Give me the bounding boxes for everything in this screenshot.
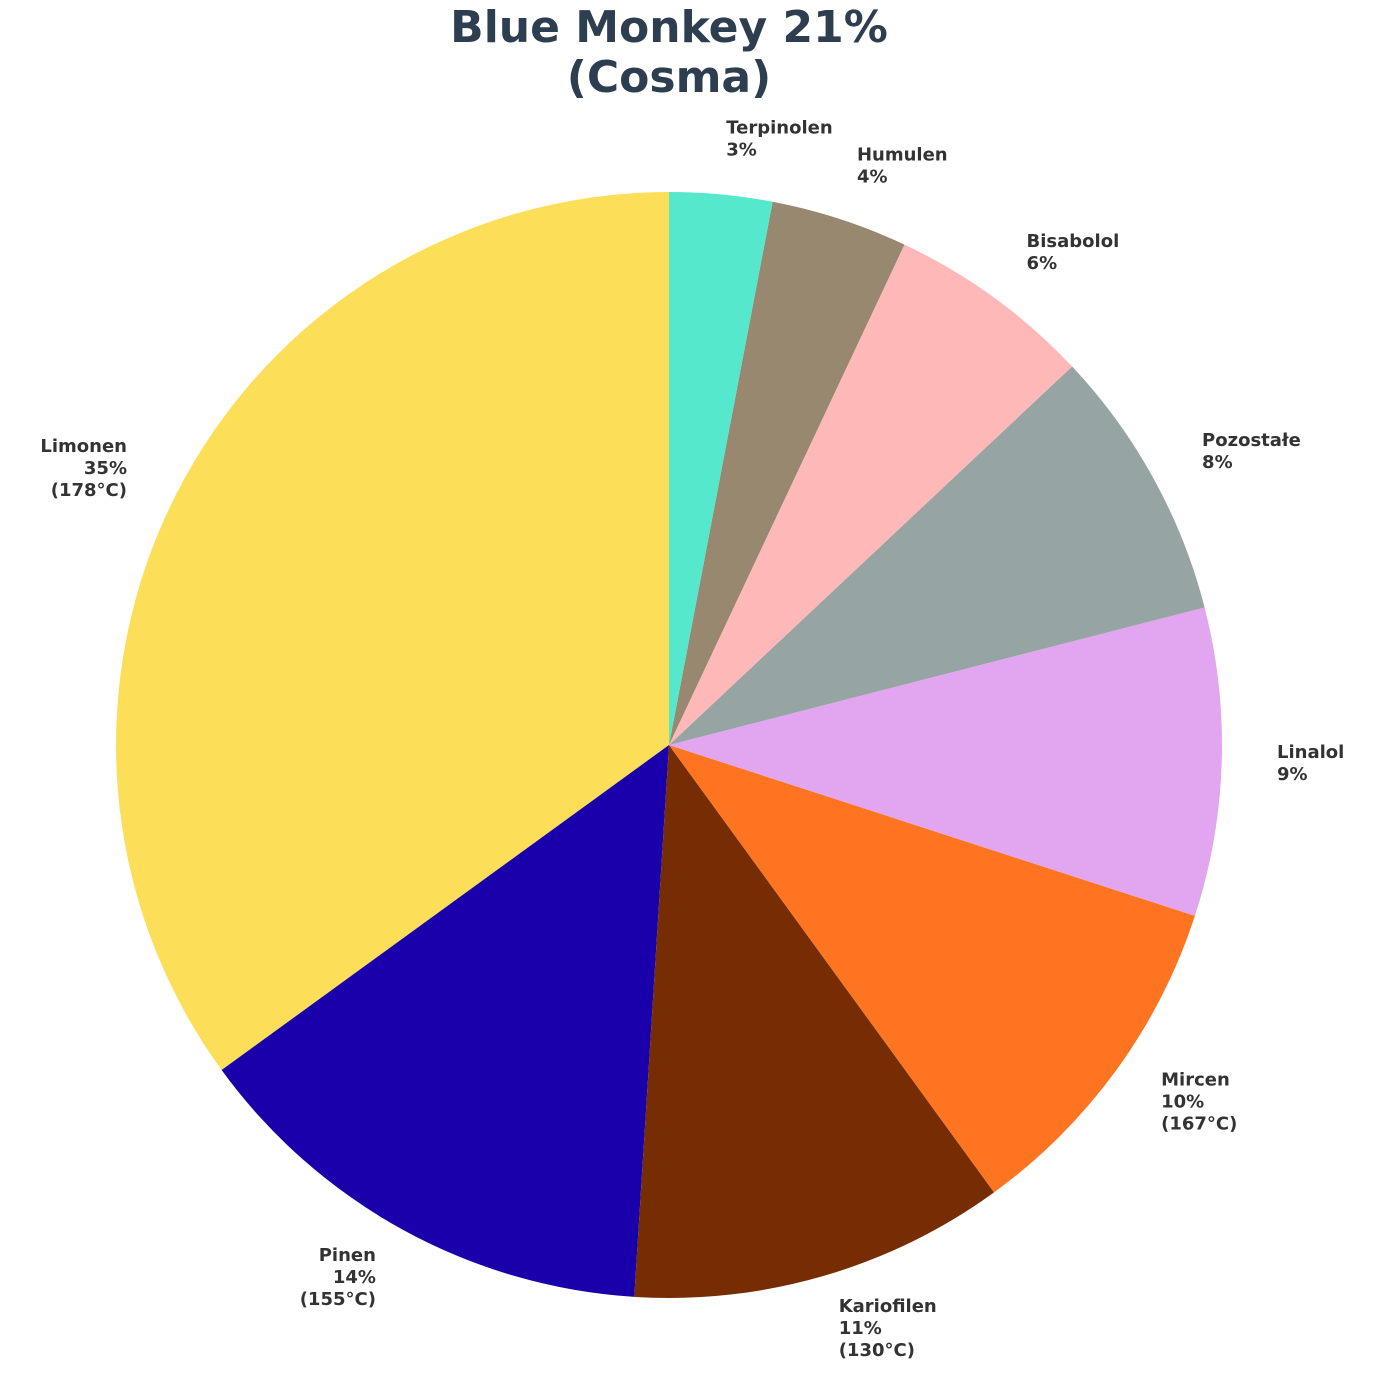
slice-label: Limonen 35% (178°C) [40,436,127,501]
value-label: 35% [84,458,127,479]
category-label: Terpinolen [726,117,832,138]
slice-label: Pinen 14% (155°C) [300,1245,376,1310]
temperature-label: (167°C) [1161,1114,1237,1135]
category-label: Bisabolol [1027,231,1120,252]
category-label: Linalol [1277,742,1344,763]
slice [669,192,773,745]
slice-label: Humulen 4% [857,144,948,187]
slice-label: Bisabolol 6% [1027,231,1120,274]
slice-label: Terpinolen 3% [726,117,832,160]
value-label: 11% [839,1318,882,1339]
value-label: 14% [333,1267,376,1288]
slice [221,745,670,1297]
temperature-label: (155°C) [300,1289,376,1310]
slice [669,244,1073,745]
chart-title: Blue Monkey 21% [450,2,888,53]
category-label: Pinen [319,1245,376,1266]
value-label: 10% [1161,1092,1204,1113]
slices [115,192,1222,1298]
value-label: 3% [726,139,757,160]
temperature-label: (130°C) [839,1340,915,1361]
category-label: Pozostałe [1202,430,1301,451]
value-label: 6% [1027,253,1058,274]
slice-label: Pozostałe 8% [1202,430,1301,473]
slice-label: Mircen 10% (167°C) [1161,1070,1237,1135]
slice [669,745,1195,1193]
category-label: Limonen [40,436,127,457]
category-label: Mircen [1161,1070,1230,1091]
slice [115,192,670,1071]
slice-label: Kariofilen 11% (130°C) [839,1296,937,1361]
slice-label: Linalol 9% [1277,742,1344,785]
value-label: 9% [1277,764,1308,785]
chart-title: (Cosma) [567,52,771,103]
temperature-label: (178°C) [51,480,127,501]
value-label: 8% [1202,452,1233,473]
category-label: Kariofilen [839,1296,937,1317]
value-label: 4% [857,166,888,187]
slice [634,745,995,1298]
slice [669,607,1222,916]
slice [669,201,905,745]
category-label: Humulen [857,144,948,165]
slice [669,366,1205,745]
labels: Limonen 35% (178°C) Pinen 14% (155°C) Kariofil… [40,117,1344,1361]
